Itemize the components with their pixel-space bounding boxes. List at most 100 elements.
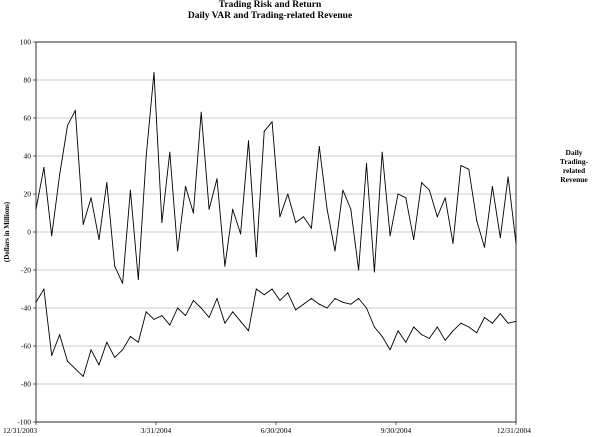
revenue-point xyxy=(216,178,218,180)
var-point xyxy=(51,355,53,356)
y-tick-label: -60 xyxy=(21,342,31,351)
var-point xyxy=(413,326,415,328)
revenue-point xyxy=(397,193,399,195)
x-axis: 12/31/2003 3/31/2004 6/30/2004 9/30/2004 12/… xyxy=(3,422,531,435)
y-tick-label: 100 xyxy=(20,38,32,47)
var-point xyxy=(507,322,509,324)
var-point xyxy=(279,299,281,301)
var-point xyxy=(295,309,297,311)
revenue-point xyxy=(200,111,202,113)
revenue-point xyxy=(287,193,289,195)
var-point xyxy=(263,294,265,296)
var-point xyxy=(248,330,249,332)
revenue-point xyxy=(35,208,37,210)
revenue-point xyxy=(310,227,312,229)
series-line-revenue xyxy=(35,71,517,284)
var-point xyxy=(114,356,116,358)
revenue-point xyxy=(263,130,265,132)
var-point xyxy=(232,311,234,313)
legend-entry-revenue: Daily Trading-related Revenue xyxy=(559,148,589,184)
var-point xyxy=(137,341,139,343)
revenue-point xyxy=(279,216,281,218)
y-tick-label: 40 xyxy=(24,152,32,161)
revenue-point xyxy=(428,189,430,191)
revenue-point xyxy=(342,189,344,191)
revenue-point xyxy=(82,223,84,225)
y-axis-label: (Dollars in Millions) xyxy=(3,201,11,262)
y-tick-label: 20 xyxy=(24,190,32,199)
var-point xyxy=(318,303,320,305)
var-point xyxy=(476,332,478,334)
revenue-point xyxy=(373,271,375,273)
var-point xyxy=(200,307,202,309)
x-tick-label: 12/31/2003 xyxy=(3,426,37,435)
var-point xyxy=(129,336,131,337)
var-point xyxy=(484,317,485,318)
revenue-point xyxy=(389,235,391,237)
var-point xyxy=(145,311,147,313)
revenue-point xyxy=(161,222,163,223)
var-point xyxy=(122,349,124,351)
var-point xyxy=(428,337,430,339)
var-point xyxy=(303,303,304,305)
revenue-point xyxy=(145,155,147,157)
revenue-point xyxy=(350,208,352,210)
revenue-point xyxy=(232,208,234,210)
revenue-point xyxy=(507,176,509,178)
var-point xyxy=(35,301,37,303)
var-point xyxy=(153,318,155,320)
revenue-point xyxy=(98,239,100,241)
y-tick-label: 60 xyxy=(24,114,32,123)
revenue-point xyxy=(295,222,297,223)
revenue-point xyxy=(90,197,92,199)
var-point xyxy=(491,322,493,324)
var-point xyxy=(59,334,61,336)
revenue-point xyxy=(358,269,360,271)
x-tick-label: 9/30/2004 xyxy=(381,426,412,435)
revenue-point xyxy=(177,250,179,252)
var-point xyxy=(397,330,399,332)
revenue-point xyxy=(153,71,155,73)
chart-title: Trading Risk and Return xyxy=(218,0,322,10)
revenue-point xyxy=(318,146,320,147)
var-point xyxy=(74,368,76,370)
revenue-point xyxy=(491,185,493,187)
var-point xyxy=(405,341,407,343)
y-tick-label: -80 xyxy=(21,380,31,389)
revenue-point xyxy=(59,174,61,176)
var-point xyxy=(169,324,171,326)
var-point xyxy=(67,360,68,362)
revenue-point xyxy=(484,246,485,248)
var-point xyxy=(468,326,470,328)
revenue-point xyxy=(444,197,446,199)
var-point xyxy=(310,298,312,299)
revenue-point xyxy=(255,256,257,258)
revenue-point xyxy=(381,151,383,153)
revenue-point xyxy=(271,121,273,123)
revenue-point xyxy=(303,216,304,218)
revenue-point xyxy=(122,282,124,284)
var-point xyxy=(161,315,163,317)
revenue-point xyxy=(169,151,171,153)
var-point xyxy=(185,315,186,317)
var-point xyxy=(389,349,391,351)
x-tick-label: 12/31/2004 xyxy=(497,426,531,435)
var-point xyxy=(177,307,179,309)
y-tick-label: 80 xyxy=(24,76,32,85)
chart-subtitle: Daily VAR and Trading-related Revenue xyxy=(187,11,353,21)
revenue-point xyxy=(499,237,501,239)
var-point xyxy=(82,375,84,377)
var-point xyxy=(358,298,360,299)
var-point xyxy=(271,288,273,290)
var-point xyxy=(373,326,375,328)
var-point xyxy=(90,349,92,351)
var-point xyxy=(350,303,352,305)
var-point xyxy=(106,341,108,343)
revenue-point xyxy=(452,242,454,244)
y-axis: 100 80 60 40 20 0 -20 -40 -60 -80 -100 xyxy=(17,38,36,427)
var-point xyxy=(287,292,289,294)
revenue-point xyxy=(43,166,45,168)
var-point xyxy=(98,364,100,366)
series-line-var xyxy=(35,288,517,377)
